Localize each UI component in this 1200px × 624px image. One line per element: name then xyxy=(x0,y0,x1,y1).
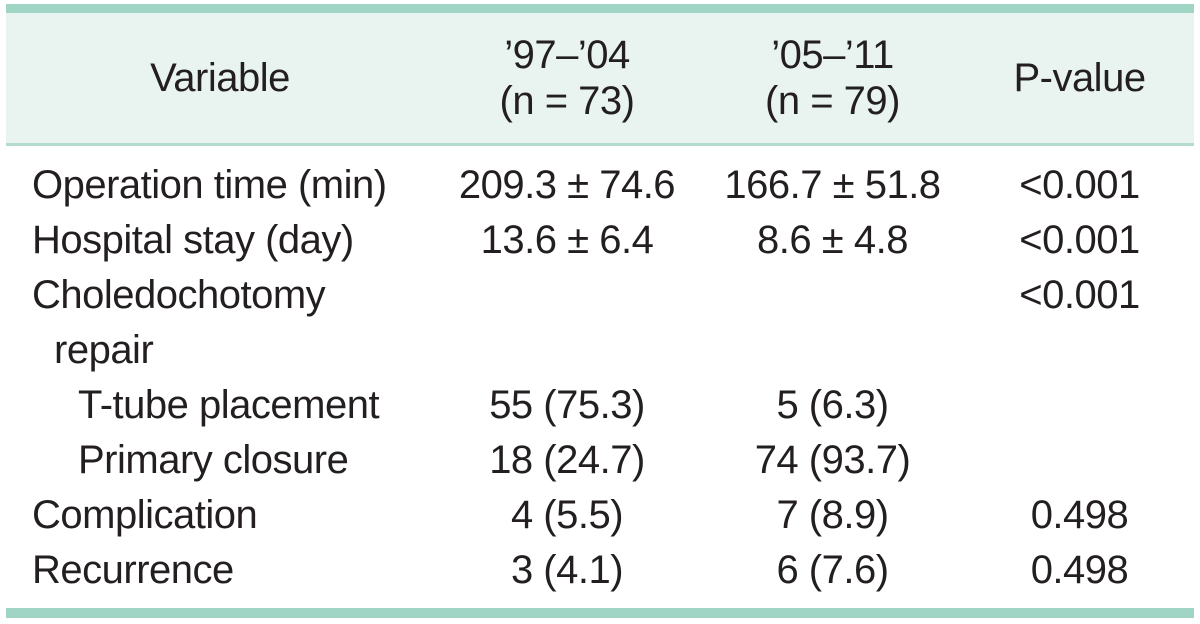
variable-label: Primary closure xyxy=(78,438,349,482)
period-2-value: 8.6 ± 4.8 xyxy=(757,218,908,262)
variable-label: Operation time (min) xyxy=(32,163,387,207)
period-1-value: 55 (75.3) xyxy=(489,383,645,427)
period-2-sample-size-label: (n = 79) xyxy=(765,79,900,123)
period-2-value: 5 (6.3) xyxy=(776,383,889,427)
pvalue-cell: <0.001 xyxy=(1019,218,1140,262)
table-row-operation-time: Operation time (min) 209.3 ± 74.6 166.7 … xyxy=(6,158,1194,213)
period-2-value: 7 (8.9) xyxy=(776,493,889,537)
table-row-choledochotomy-repair: Choledochotomy repair <0.001 xyxy=(6,268,1194,378)
variable-label: Choledochotomy repair xyxy=(6,268,434,378)
period-1-value: 4 (5.5) xyxy=(510,493,624,537)
column-header-variable: Variable xyxy=(150,56,290,100)
column-header-period-2005-2011: ’05–’11 (n = 79) xyxy=(700,32,965,124)
period-2-value: 166.7 ± 51.8 xyxy=(724,163,941,207)
pvalue-cell: <0.001 xyxy=(1019,273,1140,317)
column-header-period-1997-2004: ’97–’04 (n = 73) xyxy=(434,32,700,124)
table-row-hospital-stay: Hospital stay (day) 13.6 ± 6.4 8.6 ± 4.8… xyxy=(6,213,1194,268)
table-row-t-tube-placement: T-tube placement 55 (75.3) 5 (6.3) xyxy=(6,378,1194,433)
period-1-value: 18 (24.7) xyxy=(489,438,645,482)
variable-label: T-tube placement xyxy=(78,383,380,427)
table-bottom-rule xyxy=(6,608,1194,618)
table-body: Operation time (min) 209.3 ± 74.6 166.7 … xyxy=(6,146,1194,608)
pvalue-cell: 0.498 xyxy=(1030,548,1129,592)
period-1-value: 209.3 ± 74.6 xyxy=(458,163,676,207)
comparison-table-figure: Variable ’97–’04 (n = 73) ’05–’11 (n = 7… xyxy=(6,4,1194,618)
period-1-sample-size-label: (n = 73) xyxy=(499,79,635,123)
period-1-value: 13.6 ± 6.4 xyxy=(480,218,654,262)
table-top-rule xyxy=(6,4,1194,13)
table-row-recurrence: Recurrence 3 (4.1) 6 (7.6) 0.498 xyxy=(6,543,1194,598)
variable-label-line-1: Choledochotomy xyxy=(32,273,326,317)
period-1-years-label: ’97–’04 xyxy=(504,33,630,77)
pvalue-cell: 0.498 xyxy=(1030,493,1129,537)
variable-label: Hospital stay (day) xyxy=(32,218,354,262)
table-row-primary-closure: Primary closure 18 (24.7) 74 (93.7) xyxy=(6,433,1194,488)
column-header-pvalue: P-value xyxy=(1013,56,1146,100)
period-2-value: 6 (7.6) xyxy=(776,548,889,592)
variable-label-line-2: repair xyxy=(54,328,154,372)
variable-label: Recurrence xyxy=(32,548,234,592)
period-2-years-label: ’05–’11 xyxy=(771,33,894,77)
table-header-row: Variable ’97–’04 (n = 73) ’05–’11 (n = 7… xyxy=(6,13,1194,146)
table-row-complication: Complication 4 (5.5) 7 (8.9) 0.498 xyxy=(6,488,1194,543)
pvalue-cell: <0.001 xyxy=(1019,163,1140,207)
variable-label: Complication xyxy=(32,493,258,537)
period-2-value: 74 (93.7) xyxy=(754,438,911,482)
period-1-value: 3 (4.1) xyxy=(510,548,624,592)
